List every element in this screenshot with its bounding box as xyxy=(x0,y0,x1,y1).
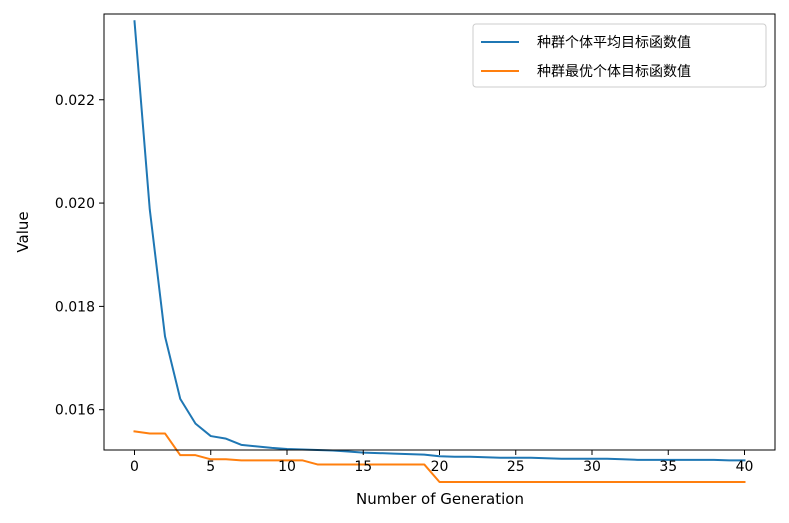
x-tick-label: 40 xyxy=(736,459,754,475)
y-tick-label: 0.016 xyxy=(55,403,95,419)
y-tick-label: 0.022 xyxy=(55,93,95,109)
y-axis-label: Value xyxy=(14,211,32,252)
y-tick-label: 0.020 xyxy=(55,196,95,212)
y-tick-label: 0.018 xyxy=(55,299,95,315)
y-axis: 0.016 0.018 0.020 0.022 xyxy=(55,93,104,419)
x-tick-label: 30 xyxy=(583,459,601,475)
x-axis: 0 5 10 15 20 25 30 35 40 xyxy=(130,450,753,475)
x-tick-label: 5 xyxy=(206,459,215,475)
legend-label-1: 种群个体平均目标函数值 xyxy=(537,35,691,51)
series-line-1 xyxy=(133,20,746,462)
x-tick-label: 15 xyxy=(354,459,372,475)
x-tick-label: 25 xyxy=(507,459,525,475)
x-tick-label: 10 xyxy=(278,459,296,475)
x-tick-label: 0 xyxy=(130,459,139,475)
x-tick-label: 35 xyxy=(659,459,677,475)
legend-label-2: 种群最优个体目标函数值 xyxy=(537,64,691,80)
x-axis-label: Number of Generation xyxy=(356,490,524,508)
x-tick-label: 20 xyxy=(431,459,449,475)
legend-box xyxy=(472,23,767,88)
series-line-2 xyxy=(133,430,746,484)
series-layer xyxy=(133,20,746,484)
